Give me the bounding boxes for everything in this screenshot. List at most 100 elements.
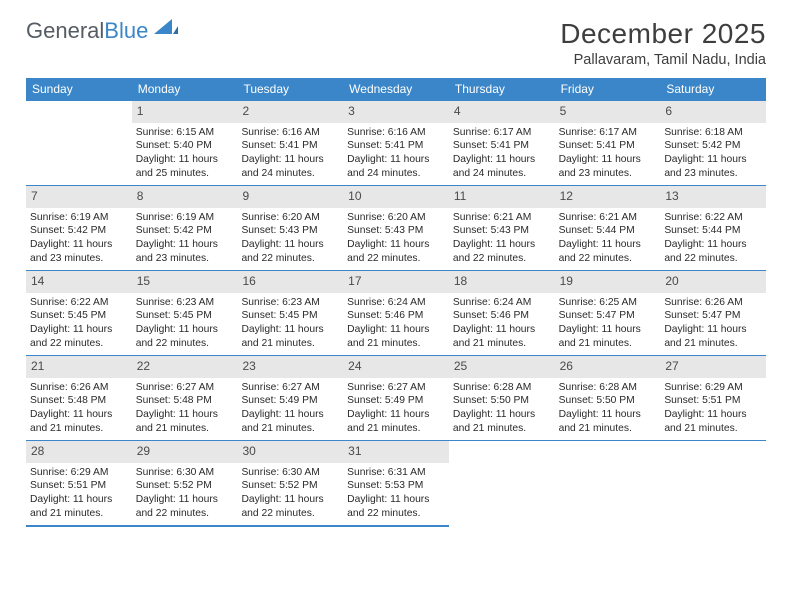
sunset-line: Sunset: 5:49 PM [241, 394, 339, 408]
sunset-line: Sunset: 5:51 PM [30, 479, 128, 493]
sunrise-line: Sunrise: 6:30 AM [241, 466, 339, 480]
calendar-day-cell: 23Sunrise: 6:27 AMSunset: 5:49 PMDayligh… [237, 356, 343, 440]
day-number: 31 [343, 441, 449, 463]
sunrise-line: Sunrise: 6:22 AM [664, 211, 762, 225]
day-number: 16 [237, 271, 343, 293]
sunset-line: Sunset: 5:46 PM [347, 309, 445, 323]
calendar-page: GeneralBlue December 2025 Pallavaram, Ta… [0, 0, 792, 527]
day-number: 20 [660, 271, 766, 293]
calendar-day-cell: 3Sunrise: 6:16 AMSunset: 5:41 PMDaylight… [343, 101, 449, 185]
daylight-line: Daylight: 11 hours and 21 minutes. [241, 323, 339, 350]
daylight-line: Daylight: 11 hours and 23 minutes. [664, 153, 762, 180]
calendar-week-row: 14Sunrise: 6:22 AMSunset: 5:45 PMDayligh… [26, 270, 766, 355]
sunrise-line: Sunrise: 6:28 AM [559, 381, 657, 395]
brand-logo: GeneralBlue [26, 18, 178, 44]
calendar-day-cell: 12Sunrise: 6:21 AMSunset: 5:44 PMDayligh… [555, 186, 661, 270]
daylight-line: Daylight: 11 hours and 23 minutes. [30, 238, 128, 265]
daylight-line: Daylight: 11 hours and 21 minutes. [30, 493, 128, 520]
daylight-line: Daylight: 11 hours and 23 minutes. [559, 153, 657, 180]
sunset-line: Sunset: 5:52 PM [241, 479, 339, 493]
sunset-line: Sunset: 5:44 PM [664, 224, 762, 238]
calendar-day-cell: 13Sunrise: 6:22 AMSunset: 5:44 PMDayligh… [660, 186, 766, 270]
day-number: 23 [237, 356, 343, 378]
daylight-line: Daylight: 11 hours and 22 minutes. [559, 238, 657, 265]
daylight-line: Daylight: 11 hours and 21 minutes. [347, 408, 445, 435]
sunrise-line: Sunrise: 6:28 AM [453, 381, 551, 395]
day-number: 28 [26, 441, 132, 463]
calendar-day-cell: 6Sunrise: 6:18 AMSunset: 5:42 PMDaylight… [660, 101, 766, 185]
daylight-line: Daylight: 11 hours and 21 minutes. [453, 323, 551, 350]
day-number: 4 [449, 101, 555, 123]
sunrise-line: Sunrise: 6:26 AM [30, 381, 128, 395]
sunrise-line: Sunrise: 6:23 AM [136, 296, 234, 310]
day-number: 6 [660, 101, 766, 123]
calendar-day-cell: 30Sunrise: 6:30 AMSunset: 5:52 PMDayligh… [237, 441, 343, 525]
weekday-header: Thursday [449, 78, 555, 101]
calendar-day-cell: 14Sunrise: 6:22 AMSunset: 5:45 PMDayligh… [26, 271, 132, 355]
daylight-line: Daylight: 11 hours and 21 minutes. [559, 408, 657, 435]
sunrise-line: Sunrise: 6:19 AM [136, 211, 234, 225]
sunset-line: Sunset: 5:48 PM [136, 394, 234, 408]
sunrise-line: Sunrise: 6:16 AM [241, 126, 339, 140]
sunset-line: Sunset: 5:47 PM [559, 309, 657, 323]
daylight-line: Daylight: 11 hours and 22 minutes. [664, 238, 762, 265]
sunset-line: Sunset: 5:40 PM [136, 139, 234, 153]
day-number: 18 [449, 271, 555, 293]
calendar-day-cell: 1Sunrise: 6:15 AMSunset: 5:40 PMDaylight… [132, 101, 238, 185]
day-number: 11 [449, 186, 555, 208]
title-block: December 2025 Pallavaram, Tamil Nadu, In… [560, 18, 766, 68]
daylight-line: Daylight: 11 hours and 21 minutes. [453, 408, 551, 435]
day-number: 26 [555, 356, 661, 378]
weekday-header: Saturday [660, 78, 766, 101]
header: GeneralBlue December 2025 Pallavaram, Ta… [26, 18, 766, 68]
sunset-line: Sunset: 5:52 PM [136, 479, 234, 493]
daylight-line: Daylight: 11 hours and 21 minutes. [664, 408, 762, 435]
sunset-line: Sunset: 5:53 PM [347, 479, 445, 493]
bottom-border [26, 525, 766, 527]
calendar-day-cell: 16Sunrise: 6:23 AMSunset: 5:45 PMDayligh… [237, 271, 343, 355]
day-number: 14 [26, 271, 132, 293]
day-number: 15 [132, 271, 238, 293]
sunset-line: Sunset: 5:45 PM [30, 309, 128, 323]
calendar-day-cell: 4Sunrise: 6:17 AMSunset: 5:41 PMDaylight… [449, 101, 555, 185]
day-number: 19 [555, 271, 661, 293]
sunset-line: Sunset: 5:48 PM [30, 394, 128, 408]
weekday-header: Friday [555, 78, 661, 101]
calendar-day-cell: 18Sunrise: 6:24 AMSunset: 5:46 PMDayligh… [449, 271, 555, 355]
sunrise-line: Sunrise: 6:26 AM [664, 296, 762, 310]
day-number: 21 [26, 356, 132, 378]
sunset-line: Sunset: 5:50 PM [453, 394, 551, 408]
sunrise-line: Sunrise: 6:21 AM [453, 211, 551, 225]
daylight-line: Daylight: 11 hours and 22 minutes. [30, 323, 128, 350]
calendar-day-cell: 31Sunrise: 6:31 AMSunset: 5:53 PMDayligh… [343, 441, 449, 525]
location-subtitle: Pallavaram, Tamil Nadu, India [560, 52, 766, 68]
calendar-day-cell: 7Sunrise: 6:19 AMSunset: 5:42 PMDaylight… [26, 186, 132, 270]
sunset-line: Sunset: 5:41 PM [453, 139, 551, 153]
sunrise-line: Sunrise: 6:27 AM [241, 381, 339, 395]
calendar-day-cell: 0 [660, 441, 766, 525]
sunset-line: Sunset: 5:47 PM [664, 309, 762, 323]
weekday-header: Sunday [26, 78, 132, 101]
day-number: 10 [343, 186, 449, 208]
weekday-header: Wednesday [343, 78, 449, 101]
daylight-line: Daylight: 11 hours and 22 minutes. [453, 238, 551, 265]
calendar-week-row: 28Sunrise: 6:29 AMSunset: 5:51 PMDayligh… [26, 440, 766, 525]
day-number: 22 [132, 356, 238, 378]
calendar-week-row: 7Sunrise: 6:19 AMSunset: 5:42 PMDaylight… [26, 185, 766, 270]
daylight-line: Daylight: 11 hours and 21 minutes. [30, 408, 128, 435]
calendar-day-cell: 0 [555, 441, 661, 525]
calendar-day-cell: 10Sunrise: 6:20 AMSunset: 5:43 PMDayligh… [343, 186, 449, 270]
weekday-header: Tuesday [237, 78, 343, 101]
day-number: 8 [132, 186, 238, 208]
sunrise-line: Sunrise: 6:31 AM [347, 466, 445, 480]
daylight-line: Daylight: 11 hours and 21 minutes. [136, 408, 234, 435]
calendar-grid: 0 1Sunrise: 6:15 AMSunset: 5:40 PMDayligh… [26, 101, 766, 527]
month-title: December 2025 [560, 18, 766, 50]
day-number: 17 [343, 271, 449, 293]
day-number: 7 [26, 186, 132, 208]
sunset-line: Sunset: 5:46 PM [453, 309, 551, 323]
brand-word-2: Blue [104, 18, 148, 43]
sunrise-line: Sunrise: 6:17 AM [453, 126, 551, 140]
day-number: 5 [555, 101, 661, 123]
day-number: 1 [132, 101, 238, 123]
